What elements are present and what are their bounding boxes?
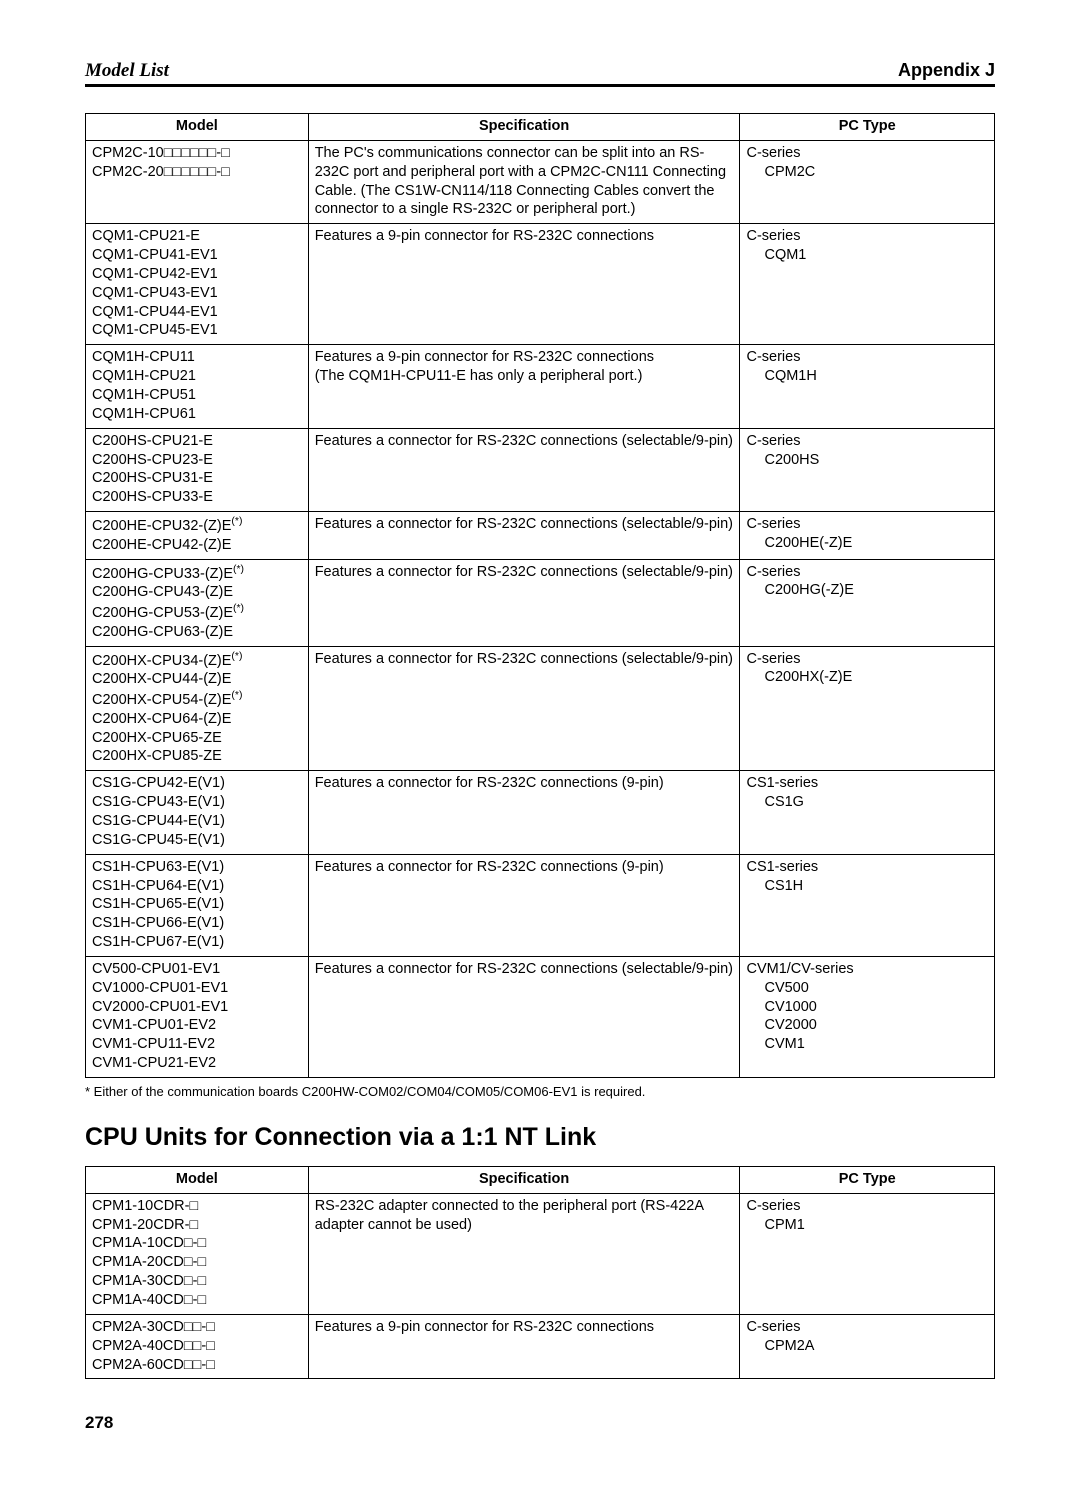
cell-spec: Features a connector for RS-232C connect…	[308, 646, 740, 771]
cell-pctype: C-seriesCQM1	[740, 224, 995, 345]
cell-spec: Features a 9-pin connector for RS-232C c…	[308, 1314, 740, 1379]
cell-spec: RS-232C adapter connected to the periphe…	[308, 1193, 740, 1314]
cell-model: CPM2A-30CD□□-□CPM2A-40CD□□-□CPM2A-60CD□□…	[86, 1314, 309, 1379]
col-header-model: Model	[86, 114, 309, 141]
cell-spec: Features a connector for RS-232C connect…	[308, 854, 740, 956]
table-row: CV500-CPU01-EV1CV1000-CPU01-EV1CV2000-CP…	[86, 956, 995, 1077]
cell-spec: Features a connector for RS-232C connect…	[308, 428, 740, 511]
col-header-pctype: PC Type	[740, 1166, 995, 1193]
col-header-spec: Specification	[308, 114, 740, 141]
table-row: CPM2A-30CD□□-□CPM2A-40CD□□-□CPM2A-60CD□□…	[86, 1314, 995, 1379]
table-row: CS1G-CPU42-E(V1)CS1G-CPU43-E(V1)CS1G-CPU…	[86, 771, 995, 854]
cell-pctype: CS1-seriesCS1H	[740, 854, 995, 956]
table-row: C200HE-CPU32-(Z)E(*)C200HE-CPU42-(Z)EFea…	[86, 512, 995, 560]
cell-model: CPM1-10CDR-□CPM1-20CDR-□CPM1A-10CD□-□CPM…	[86, 1193, 309, 1314]
cell-spec: The PC's communications connector can be…	[308, 140, 740, 223]
table-row: C200HX-CPU34-(Z)E(*)C200HX-CPU44-(Z)EC20…	[86, 646, 995, 771]
page-header: Model List Appendix J	[85, 60, 995, 87]
col-header-model: Model	[86, 1166, 309, 1193]
cell-pctype: C-seriesC200HG(-Z)E	[740, 559, 995, 646]
header-left: Model List	[85, 60, 169, 82]
table-header-row: Model Specification PC Type	[86, 114, 995, 141]
col-header-spec: Specification	[308, 1166, 740, 1193]
table-2: Model Specification PC Type CPM1-10CDR-□…	[85, 1166, 995, 1379]
cell-model: CPM2C-10□□□□□□-□CPM2C-20□□□□□□-□	[86, 140, 309, 223]
cell-pctype: C-seriesCQM1H	[740, 345, 995, 428]
cell-spec: Features a connector for RS-232C connect…	[308, 771, 740, 854]
cell-pctype: C-seriesCPM1	[740, 1193, 995, 1314]
cell-model: CS1G-CPU42-E(V1)CS1G-CPU43-E(V1)CS1G-CPU…	[86, 771, 309, 854]
cell-model: CQM1H-CPU11CQM1H-CPU21CQM1H-CPU51CQM1H-C…	[86, 345, 309, 428]
table-header-row: Model Specification PC Type	[86, 1166, 995, 1193]
cell-spec: Features a connector for RS-232C connect…	[308, 559, 740, 646]
cell-model: CV500-CPU01-EV1CV1000-CPU01-EV1CV2000-CP…	[86, 956, 309, 1077]
section-title: CPU Units for Connection via a 1:1 NT Li…	[85, 1123, 995, 1152]
cell-model: C200HS-CPU21-EC200HS-CPU23-EC200HS-CPU31…	[86, 428, 309, 511]
cell-spec: Features a connector for RS-232C connect…	[308, 512, 740, 560]
header-right: Appendix J	[898, 60, 995, 82]
cell-pctype: C-seriesC200HE(-Z)E	[740, 512, 995, 560]
cell-pctype: C-seriesCPM2C	[740, 140, 995, 223]
col-header-pctype: PC Type	[740, 114, 995, 141]
cell-pctype: C-seriesC200HX(-Z)E	[740, 646, 995, 771]
cell-model: C200HX-CPU34-(Z)E(*)C200HX-CPU44-(Z)EC20…	[86, 646, 309, 771]
page-number: 278	[85, 1413, 995, 1433]
cell-model: CQM1-CPU21-ECQM1-CPU41-EV1CQM1-CPU42-EV1…	[86, 224, 309, 345]
table-row: CQM1H-CPU11CQM1H-CPU21CQM1H-CPU51CQM1H-C…	[86, 345, 995, 428]
table-row: C200HS-CPU21-EC200HS-CPU23-EC200HS-CPU31…	[86, 428, 995, 511]
table-1: Model Specification PC Type CPM2C-10□□□□…	[85, 113, 995, 1078]
table-row: CPM1-10CDR-□CPM1-20CDR-□CPM1A-10CD□-□CPM…	[86, 1193, 995, 1314]
cell-spec: Features a 9-pin connector for RS-232C c…	[308, 224, 740, 345]
cell-pctype: CVM1/CV-seriesCV500CV1000CV2000CVM1	[740, 956, 995, 1077]
table-row: CS1H-CPU63-E(V1)CS1H-CPU64-E(V1)CS1H-CPU…	[86, 854, 995, 956]
cell-spec: Features a 9-pin connector for RS-232C c…	[308, 345, 740, 428]
cell-spec: Features a connector for RS-232C connect…	[308, 956, 740, 1077]
cell-pctype: CS1-seriesCS1G	[740, 771, 995, 854]
cell-model: C200HG-CPU33-(Z)E(*)C200HG-CPU43-(Z)EC20…	[86, 559, 309, 646]
cell-pctype: C-seriesCPM2A	[740, 1314, 995, 1379]
table-row: CQM1-CPU21-ECQM1-CPU41-EV1CQM1-CPU42-EV1…	[86, 224, 995, 345]
table-row: CPM2C-10□□□□□□-□CPM2C-20□□□□□□-□The PC's…	[86, 140, 995, 223]
cell-model: CS1H-CPU63-E(V1)CS1H-CPU64-E(V1)CS1H-CPU…	[86, 854, 309, 956]
cell-model: C200HE-CPU32-(Z)E(*)C200HE-CPU42-(Z)E	[86, 512, 309, 560]
footnote: * Either of the communication boards C20…	[85, 1084, 995, 1099]
table-row: C200HG-CPU33-(Z)E(*)C200HG-CPU43-(Z)EC20…	[86, 559, 995, 646]
cell-pctype: C-seriesC200HS	[740, 428, 995, 511]
